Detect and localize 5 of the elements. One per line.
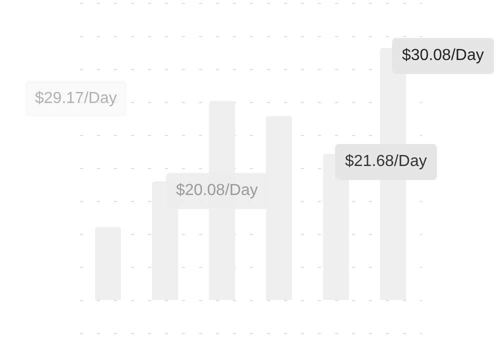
annotation: $30.08/Day bbox=[392, 38, 494, 74]
bar bbox=[94, 226, 122, 300]
annotation: $20.08/Day bbox=[166, 173, 268, 209]
annotation: $21.68/Day bbox=[335, 144, 437, 180]
annotation: $29.17/Day bbox=[25, 81, 127, 117]
